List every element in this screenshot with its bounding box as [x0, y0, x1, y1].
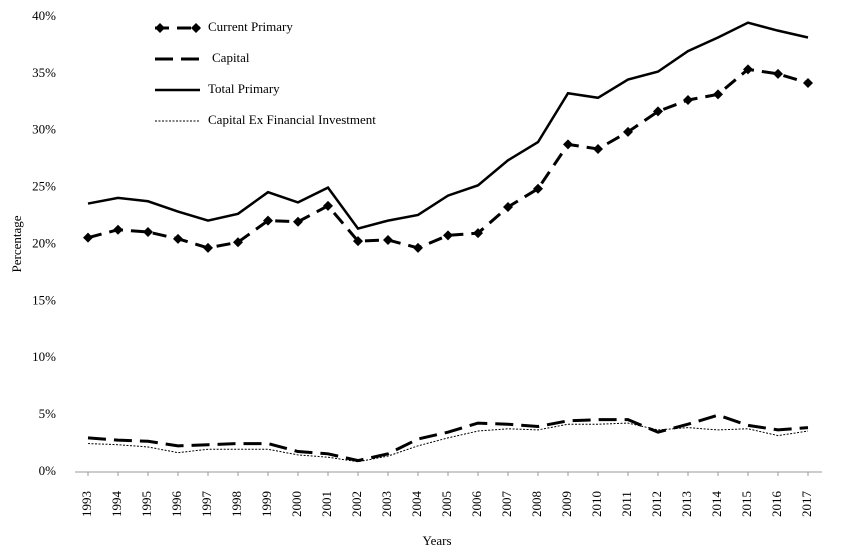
marker [683, 95, 693, 106]
marker [233, 237, 243, 248]
marker [191, 23, 201, 33]
marker [413, 242, 423, 253]
marker [383, 234, 393, 245]
marker [743, 64, 753, 75]
marker [713, 89, 723, 100]
x-tick-label: 2009 [559, 491, 574, 517]
marker [773, 68, 783, 79]
marker [473, 228, 483, 239]
x-tick-label: 2006 [469, 491, 484, 518]
marker [443, 230, 453, 241]
series-line [87, 413, 809, 463]
x-tick-label: 2010 [589, 491, 604, 517]
y-tick-label: 5% [39, 406, 57, 421]
marker [353, 236, 363, 247]
x-tick-label: 2008 [529, 491, 544, 517]
marker [323, 200, 333, 211]
x-tick-label: 2002 [349, 491, 364, 517]
marker [293, 216, 303, 227]
x-tick-label: 2003 [379, 491, 394, 517]
x-tick-label: 2000 [289, 491, 304, 517]
x-tick-label: 2005 [439, 491, 454, 517]
marker [203, 242, 213, 253]
x-tick-label: 2011 [619, 491, 634, 517]
y-tick-label: 15% [32, 292, 56, 307]
marker [83, 232, 93, 243]
y-tick-label: 0% [39, 463, 57, 478]
marker [155, 23, 165, 33]
x-tick-label: 2014 [709, 491, 724, 518]
x-tick-label: 2001 [319, 491, 334, 517]
marker [623, 126, 633, 137]
x-tick-label: 2007 [499, 491, 514, 518]
marker [803, 77, 813, 88]
y-tick-label: 35% [32, 65, 56, 80]
legend-label: Current Primary [208, 19, 293, 34]
x-tick-label: 1997 [199, 491, 214, 518]
marker [503, 201, 513, 212]
x-tick-label: 2012 [649, 491, 664, 517]
x-tick-label: 2017 [799, 491, 814, 518]
x-tick-label: 2015 [739, 491, 754, 517]
x-tick-label: 1996 [169, 491, 184, 518]
marker [113, 224, 123, 235]
marker [173, 233, 183, 244]
series-line [87, 422, 809, 463]
marker [563, 139, 573, 150]
series-line [87, 67, 809, 250]
y-tick-label: 10% [32, 349, 56, 364]
x-tick-label: 1993 [79, 491, 94, 517]
marker [143, 226, 153, 237]
x-axis-label: Years [422, 533, 451, 548]
x-tick-label: 2004 [409, 491, 424, 518]
legend-label: Total Primary [208, 81, 280, 96]
y-tick-label: 25% [32, 179, 56, 194]
x-tick-label: 1994 [109, 491, 124, 518]
legend-label: Capital [212, 50, 250, 65]
marker [593, 143, 603, 154]
marker [533, 183, 543, 194]
series-line [87, 21, 809, 231]
x-tick-label: 2013 [679, 491, 694, 517]
x-tick-label: 2016 [769, 491, 784, 518]
x-tick-label: 1998 [229, 491, 244, 517]
y-tick-label: 40% [32, 8, 56, 23]
y-tick-label: 20% [32, 235, 56, 250]
y-axis-label: Percentage [9, 215, 24, 272]
marker [263, 215, 273, 226]
x-tick-label: 1999 [259, 491, 274, 517]
legend-label: Capital Ex Financial Investment [208, 112, 376, 127]
x-tick-label: 1995 [139, 491, 154, 517]
y-tick-label: 30% [32, 122, 56, 137]
marker [653, 106, 663, 117]
